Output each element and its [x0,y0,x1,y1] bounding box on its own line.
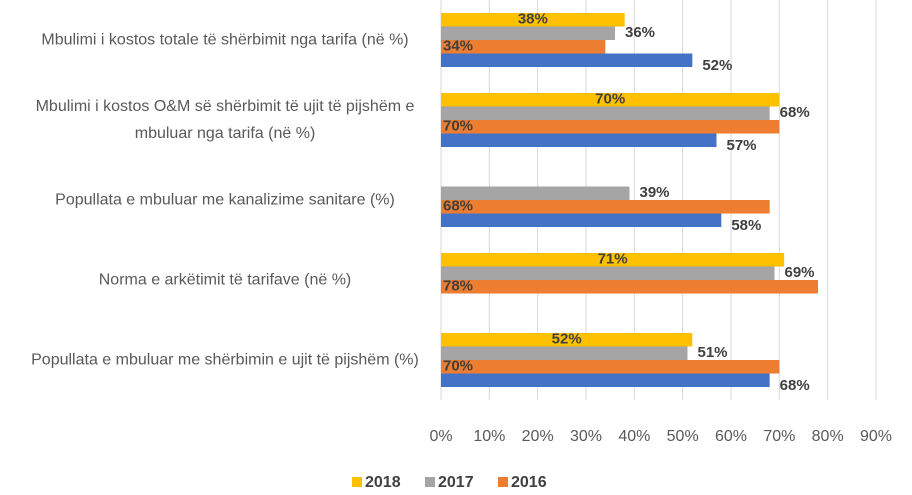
bar [441,133,717,147]
x-tick-label: 80% [812,428,844,445]
bar [441,346,688,360]
data-label: 58% [731,217,761,234]
bar [441,40,606,54]
category-label: Norma e arkëtimit të tarifave (në %) [98,271,352,289]
bar [441,280,818,294]
data-label: 68% [443,198,473,215]
bar [441,26,615,40]
data-label: 70% [443,358,473,375]
data-label: 57% [727,137,757,154]
data-label: 38% [518,11,548,28]
bar [441,186,630,200]
bar [441,213,722,227]
legend-label: 2017 [438,474,474,491]
bar [441,13,625,27]
data-label: 39% [640,184,670,201]
bar [441,266,775,280]
x-tick-label: 0% [429,428,452,445]
data-label: 68% [780,377,810,394]
bar [441,253,785,267]
bar [441,200,770,214]
x-tick-label: 30% [570,428,602,445]
legend-swatch [425,477,435,487]
bar [441,360,780,374]
data-label: 70% [595,91,625,108]
legend-label: 2018 [365,474,401,491]
data-label: 52% [552,331,582,348]
data-label: 71% [598,251,628,268]
category-label: Popullata e mbuluar me kanalizime sanita… [55,191,395,209]
bar [441,120,780,134]
legend-swatch [498,477,508,487]
legend-swatch [352,477,362,487]
data-label: 68% [780,104,810,121]
category-label: Mbulimi i kostos O&M së shërbimit të uji… [35,98,415,142]
legend-label: 2016 [511,474,547,491]
bar [441,93,780,107]
x-tick-label: 40% [618,428,650,445]
bar [441,106,770,120]
x-tick-label: 60% [715,428,747,445]
category-label: Mbulimi i kostos totale të shërbimit nga… [41,31,409,49]
x-tick-label: 10% [473,428,505,445]
x-tick-label: 20% [522,428,554,445]
bar [441,373,770,387]
data-label: 51% [698,344,728,361]
x-tick-label: 90% [860,428,892,445]
category-label: Popullata e mbuluar me shërbimin e ujit … [31,351,419,369]
data-label: 36% [625,24,655,41]
x-tick-label: 70% [763,428,795,445]
x-tick-label: 50% [667,428,699,445]
data-label: 52% [702,57,732,74]
data-label: 78% [443,278,473,295]
data-label: 70% [443,118,473,135]
data-label: 34% [443,38,473,55]
bar [441,53,693,67]
bar [441,333,693,347]
data-label: 69% [785,264,815,281]
